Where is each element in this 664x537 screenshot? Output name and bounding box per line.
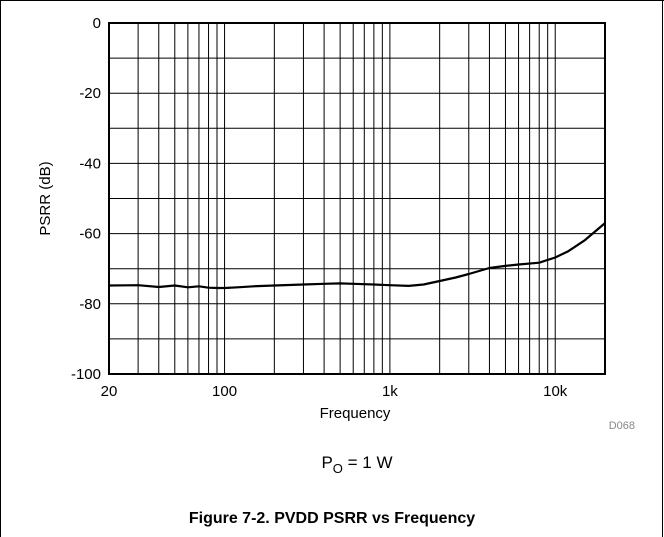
y-tick-label: -60: [79, 226, 101, 243]
frame-left-border: [0, 0, 1, 537]
condition-label: PO = 1 W: [321, 453, 392, 476]
x-tick-label: 10k: [543, 383, 568, 400]
psrr-series-line: [108, 222, 606, 290]
y-tick-label: -40: [79, 155, 101, 172]
y-tick-label: 0: [93, 15, 101, 32]
y-axis-label: PSRR (dB): [37, 161, 54, 235]
x-tick-label: 100: [212, 383, 237, 400]
y-tick-labels: 0 -20 -40 -60 -80 -100: [71, 15, 101, 383]
y-tick-label: -80: [79, 296, 101, 313]
condition-subscript: O: [333, 461, 343, 476]
frame-top-border: [0, 0, 664, 1]
grid-lines: [109, 22, 605, 375]
condition-rest: = 1 W: [343, 453, 393, 472]
x-axis-label: Frequency: [320, 405, 391, 422]
x-tick-label: 20: [101, 383, 118, 400]
x-tick-labels: 20 100 1k 10k: [101, 383, 568, 400]
figure-caption: Figure 7-2. PVDD PSRR vs Frequency: [188, 510, 476, 527]
plot-area-border: [108, 22, 606, 375]
figure-code-label: D068: [609, 420, 635, 432]
frame-right-border: [662, 0, 663, 537]
condition-main: P: [321, 453, 332, 472]
x-tick-label: 1k: [382, 383, 398, 400]
y-tick-label: -20: [79, 85, 101, 102]
y-tick-label: -100: [71, 366, 101, 383]
